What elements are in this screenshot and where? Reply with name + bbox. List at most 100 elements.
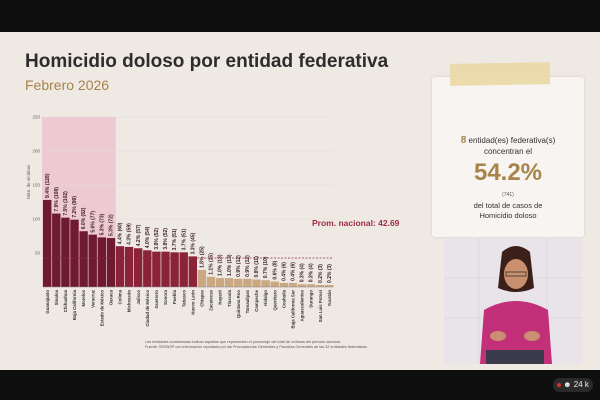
bar [206, 276, 216, 287]
data-label: 3.3% (45) [190, 232, 196, 254]
category-label: Michoacán [127, 290, 132, 313]
data-label: 1.1% (15) [209, 253, 215, 275]
data-label: 7.5% (102) [63, 191, 69, 216]
category-label: Veracruz [90, 290, 95, 308]
data-label: 4.3% (59) [127, 223, 133, 245]
footnote-line-2: Fuente: SESNSP con información reportada… [145, 345, 368, 350]
category-label: Yucatán [327, 290, 332, 307]
category-label: Morelos [81, 289, 86, 306]
data-label: 3.8% (52) [154, 228, 160, 250]
national-average-label: Prom. nacional: 42.69 [312, 218, 400, 228]
y-tick-label: 150 [32, 183, 40, 188]
bar [170, 252, 179, 287]
data-label: 0.2% (3) [318, 264, 324, 283]
data-label: 0.3% (4) [309, 263, 315, 282]
card-text-1: entidad(es) federativa(s) [468, 136, 556, 145]
data-label: 0.6% (8) [272, 260, 278, 279]
bar [106, 238, 116, 287]
category-label: Baja California Sur [291, 290, 296, 329]
data-label: 9.4% (128) [45, 173, 51, 198]
category-label: Aguascalientes [300, 289, 305, 321]
category-label: Estado de México [99, 290, 104, 327]
data-label: 5.3% (73) [99, 213, 105, 235]
card-line-4: Homicidio doloso [479, 211, 537, 220]
page-subtitle: Febrero 2026 [25, 77, 110, 93]
card-cases: (741) [502, 192, 514, 198]
data-label: 0.9% (12) [245, 255, 251, 277]
category-label: Chihuahua [63, 289, 68, 312]
category-label: Tamaulipas [245, 289, 250, 313]
bar [234, 278, 243, 287]
bar [297, 284, 307, 287]
bar [70, 219, 79, 287]
category-label: Sinaloa [54, 289, 59, 305]
bar [179, 252, 188, 287]
category-label: Coahuila [281, 289, 286, 308]
viewer-count-badge: ☻ 24 k [553, 378, 593, 392]
category-label: Chiapas [200, 289, 205, 306]
data-label: 4.2% (57) [136, 224, 142, 246]
data-label: 1.0% (13) [227, 254, 233, 276]
data-label: 5.3% (72) [109, 214, 115, 236]
y-tick-label: 100 [32, 217, 40, 222]
page-title: Homicidio doloso por entidad federativa [25, 51, 389, 72]
footnote-line-1: Las entidades sombreadas indican aquella… [145, 340, 342, 344]
category-label: Oaxaca [109, 289, 114, 305]
data-label: 4.0% (54) [145, 226, 151, 248]
data-label: 0.8% (11) [254, 256, 260, 278]
bar [215, 278, 225, 287]
category-label: Tabasco [181, 290, 186, 307]
bar [143, 250, 152, 287]
slide: Homicidio doloso por entidad federativa … [0, 32, 600, 370]
bar [252, 279, 261, 287]
category-label: Quintana Roo [236, 290, 241, 319]
data-label: 5.6% (77) [90, 211, 96, 233]
top-bar [0, 0, 600, 32]
category-label: Durango [309, 290, 314, 308]
bar [124, 246, 134, 287]
bar [306, 284, 316, 287]
category-label: Tlaxcala [227, 289, 232, 307]
category-label: Ciudad de México [145, 290, 150, 327]
bar [225, 278, 234, 287]
bar [270, 281, 279, 287]
bottom-bar [0, 370, 600, 400]
data-label: 6.0% (82) [81, 207, 87, 229]
card-line-2: concentran el [483, 147, 533, 156]
person-icon: ☻ [563, 380, 572, 389]
data-label: 0.9% (12) [236, 255, 242, 277]
category-label: Campeche [254, 289, 259, 311]
category-label: Baja California [72, 289, 77, 320]
sign-language-interpreter-video [444, 238, 582, 364]
category-label: Jalisco [136, 290, 141, 305]
bar [97, 237, 106, 287]
card-line-1: 8 entidad(es) federativa(s) [432, 135, 584, 146]
card-count: 8 [460, 135, 467, 146]
bar [188, 256, 197, 287]
bar [279, 282, 288, 287]
footnote: Las entidades sombreadas indican aquella… [145, 340, 455, 350]
category-label: Zacatecas [209, 289, 214, 310]
bar [243, 278, 252, 287]
category-label: Guanajuato [45, 290, 50, 314]
bar [197, 270, 207, 287]
data-label: 7.9% (108) [54, 187, 60, 212]
category-label: Puebla [172, 289, 177, 304]
y-tick-label: 50 [35, 251, 41, 256]
summary-card: 8 entidad(es) federativa(s) concentran e… [432, 77, 584, 237]
data-label: 3.7% (51) [181, 228, 187, 250]
data-label: 0.7% (10) [263, 256, 269, 278]
y-tick-label: 200 [32, 149, 40, 154]
category-label: Nuevo León [190, 290, 195, 315]
y-tick-label: 250 [32, 115, 40, 120]
bar [161, 251, 170, 287]
bar [115, 246, 125, 287]
tape-decoration [449, 62, 551, 86]
bar [152, 251, 161, 287]
category-label: Guerrero [154, 290, 159, 309]
bar [79, 231, 88, 287]
bar [261, 280, 270, 287]
bar [316, 284, 325, 287]
card-percent: 54.2% [473, 159, 543, 186]
y-axis-label: Núm. de víctimas [26, 164, 31, 200]
